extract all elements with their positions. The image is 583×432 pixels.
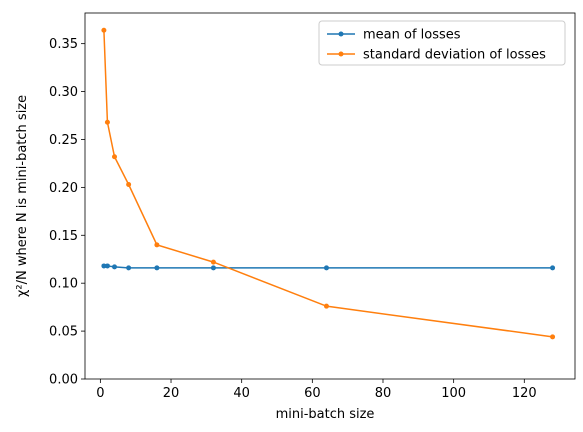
data-point — [210, 265, 216, 271]
data-point — [323, 303, 329, 309]
legend-entry: standard deviation of losses — [327, 48, 546, 63]
legend-label: standard deviation of losses — [363, 48, 546, 63]
axes-frame — [84, 12, 576, 380]
x-tick-label: 80 — [375, 386, 392, 401]
x-tick-label: 40 — [233, 386, 250, 401]
data-point — [550, 334, 556, 340]
legend-box — [318, 20, 566, 66]
y-tick-label: 0.25 — [49, 133, 78, 148]
legend-label: mean of losses — [363, 28, 461, 43]
x-tick-label: 60 — [304, 386, 321, 401]
legend-entry: mean of losses — [327, 28, 461, 43]
y-tick-label: 0.20 — [49, 181, 78, 196]
y-tick-label: 0.30 — [49, 85, 78, 100]
data-point — [104, 263, 110, 269]
data-point — [210, 259, 216, 265]
x-tick-label: 0 — [96, 386, 104, 401]
axes-layer — [84, 12, 576, 380]
data-point — [101, 263, 107, 269]
data-point — [126, 265, 132, 271]
y-tick-label: 0.00 — [49, 373, 78, 388]
series-layer — [101, 27, 556, 340]
series-line — [103, 30, 553, 338]
legend-swatch-marker — [338, 51, 344, 57]
plot-area — [85, 13, 575, 379]
data-point — [323, 265, 329, 271]
y-tick-label: 0.15 — [49, 229, 78, 244]
data-point — [154, 242, 160, 248]
series-2 — [101, 27, 556, 340]
ticks-layer: 0 20 40 60 80 100 120 0.00 0.05 0.10 0.15 0.20 0.25 0… — [49, 37, 537, 401]
y-tick-label: 0.10 — [49, 277, 78, 292]
y-tick-label: 0.05 — [49, 325, 78, 340]
data-point — [112, 264, 117, 270]
data-point — [550, 265, 556, 271]
data-point — [154, 265, 160, 271]
y-tick-label: 0.35 — [49, 37, 78, 52]
data-point — [112, 154, 117, 160]
x-tick-label: 100 — [441, 386, 466, 401]
legend: mean of losses standard deviation of loss… — [318, 20, 566, 66]
x-tick-label: 20 — [163, 386, 180, 401]
x-axis-label: mini-batch size — [276, 407, 375, 422]
legend-swatch-marker — [338, 31, 344, 37]
x-tick-label: 120 — [512, 386, 537, 401]
series-1 — [101, 263, 556, 271]
data-point — [101, 27, 107, 33]
y-axis-label: χ²/N where N is mini-batch size — [15, 95, 30, 297]
data-point — [104, 119, 110, 125]
data-point — [126, 182, 132, 187]
